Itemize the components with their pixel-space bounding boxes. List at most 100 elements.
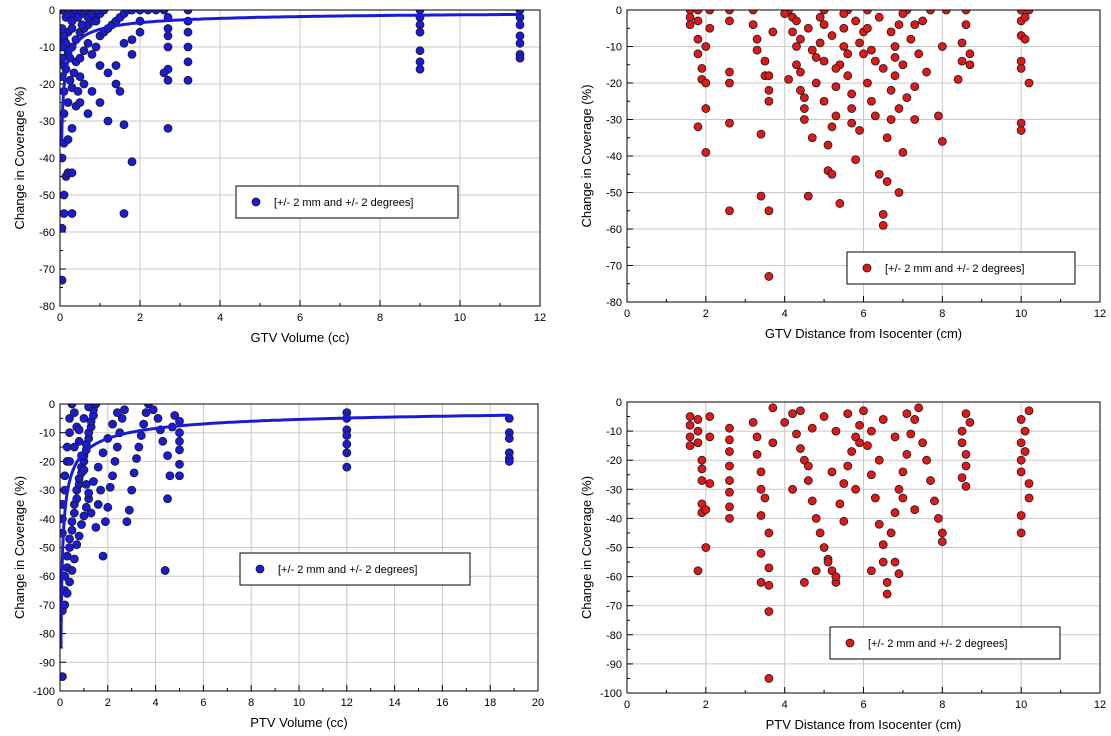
- y-tick-label: 0: [49, 5, 55, 17]
- data-point: [878, 209, 888, 219]
- data-point: [898, 60, 908, 70]
- x-axis-label: GTV Distance from Isocenter (cm): [765, 326, 962, 341]
- data-point: [725, 502, 734, 512]
- data-point: [961, 481, 971, 491]
- data-point: [67, 209, 77, 218]
- data-point: [111, 61, 121, 70]
- data-point: [890, 53, 900, 62]
- data-point: [175, 436, 184, 446]
- data-point: [60, 223, 67, 233]
- data-point: [60, 275, 67, 285]
- data-point: [847, 118, 857, 128]
- legend: [+/- 2 mm and +/- 2 degrees]: [829, 626, 1061, 660]
- data-point: [878, 540, 888, 549]
- data-point: [878, 557, 888, 567]
- data-point: [69, 68, 79, 78]
- y-axis-label: Change in Coverage (%): [579, 476, 594, 619]
- data-point: [847, 89, 857, 99]
- data-point: [139, 419, 149, 429]
- data-point: [863, 441, 872, 451]
- data-point: [906, 429, 916, 439]
- data-point: [83, 38, 93, 48]
- data-point: [902, 409, 912, 419]
- x-tick-label: 4: [782, 699, 788, 711]
- data-point: [768, 27, 778, 37]
- data-point: [183, 10, 193, 15]
- y-tick-label: -80: [39, 301, 55, 313]
- data-point: [866, 566, 876, 576]
- data-point: [886, 528, 896, 538]
- data-point: [1016, 438, 1026, 448]
- x-tick-label: 8: [939, 308, 945, 320]
- data-point: [163, 75, 173, 85]
- data-point: [91, 404, 101, 409]
- data-point: [72, 494, 82, 504]
- data-point: [898, 467, 908, 477]
- data-point: [67, 517, 77, 527]
- data-point: [839, 23, 849, 33]
- data-point: [748, 20, 758, 30]
- data-point: [918, 438, 928, 448]
- x-tick-label: 14: [388, 697, 400, 709]
- data-point: [855, 126, 864, 135]
- y-tick-label: -90: [606, 659, 622, 671]
- data-point: [894, 484, 904, 494]
- data-point: [784, 74, 794, 84]
- data-point: [183, 57, 193, 67]
- data-point: [882, 133, 892, 143]
- data-point: [87, 87, 97, 96]
- x-tick-label: 10: [1015, 308, 1027, 320]
- data-point: [163, 451, 172, 461]
- data-point: [819, 10, 829, 15]
- data-point: [756, 129, 766, 139]
- y-tick-label: -100: [600, 688, 622, 700]
- y-tick-label: -10: [606, 426, 622, 438]
- data-point: [693, 566, 703, 576]
- data-point: [705, 23, 715, 33]
- data-point: [796, 406, 805, 416]
- data-point: [725, 16, 734, 26]
- data-point: [93, 462, 103, 472]
- data-point: [103, 68, 113, 78]
- plot-frame: [626, 401, 1101, 694]
- legend-box: [239, 552, 471, 586]
- data-point: [768, 438, 778, 448]
- data-point: [827, 169, 837, 179]
- y-tick-label: -70: [606, 261, 622, 273]
- y-tick-label: -50: [39, 543, 55, 555]
- data-point: [685, 420, 695, 430]
- x-tick-label: 10: [293, 697, 305, 709]
- data-point: [60, 209, 69, 218]
- data-point: [73, 87, 83, 96]
- data-point: [874, 12, 884, 22]
- data-point: [81, 502, 91, 512]
- data-point: [756, 548, 766, 558]
- data-point: [870, 56, 880, 66]
- data-point: [886, 115, 896, 124]
- legend: [+/- 2 mm and +/- 2 degrees]: [239, 552, 471, 586]
- data-point: [831, 82, 841, 92]
- data-point: [725, 206, 734, 216]
- data-point: [67, 404, 77, 409]
- data-point: [756, 484, 766, 494]
- data-point: [705, 479, 715, 488]
- y-tick-label: -20: [39, 456, 55, 468]
- points-layer: [685, 403, 1034, 683]
- data-point: [961, 461, 971, 471]
- legend-box: [235, 185, 459, 219]
- data-point: [902, 93, 912, 102]
- data-point: [115, 87, 125, 96]
- data-point: [941, 10, 951, 15]
- data-point: [863, 78, 872, 88]
- data-point: [819, 412, 829, 421]
- x-tick-label: 18: [484, 697, 496, 709]
- data-point: [764, 96, 774, 106]
- data-point: [799, 578, 809, 587]
- data-point: [63, 98, 73, 107]
- data-point: [693, 16, 703, 26]
- data-point: [878, 415, 888, 424]
- data-point: [933, 514, 943, 523]
- y-tick-label: -20: [606, 78, 622, 90]
- data-point: [937, 528, 947, 538]
- data-point: [827, 467, 837, 477]
